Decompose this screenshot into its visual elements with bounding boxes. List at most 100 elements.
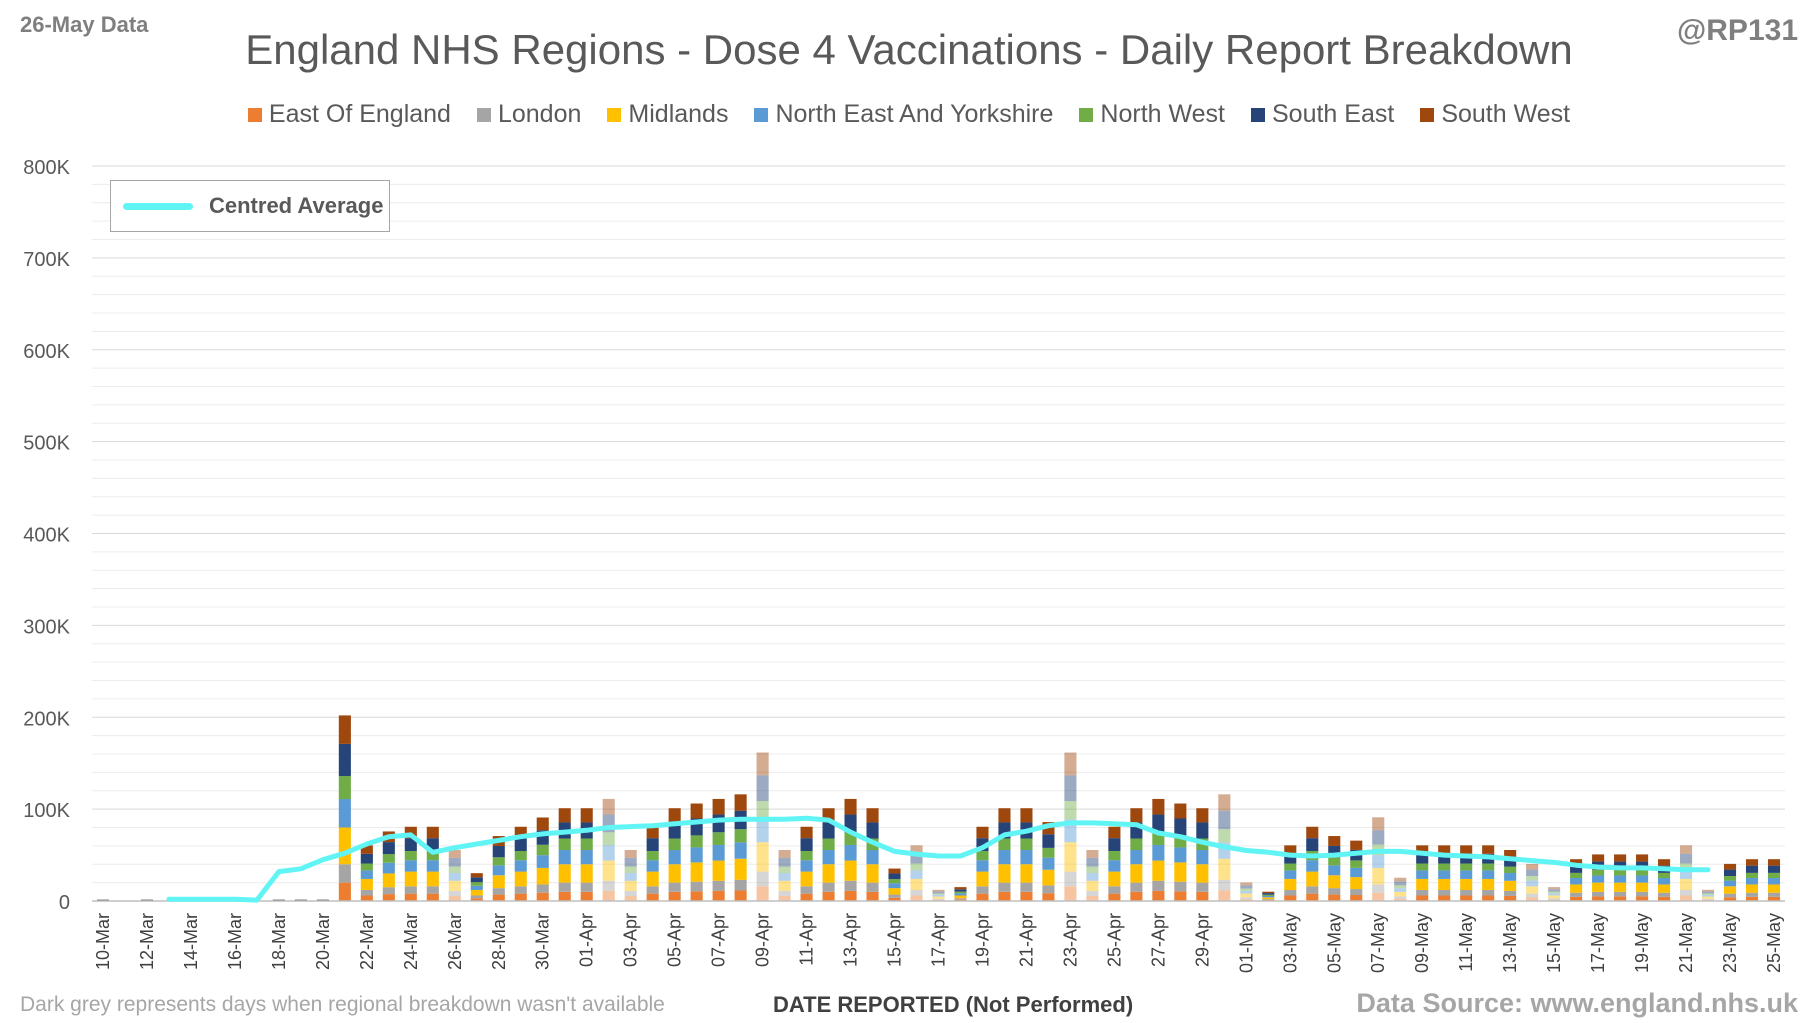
bar-segment bbox=[756, 775, 769, 802]
centred-average-line bbox=[166, 815, 1711, 903]
bar-segment bbox=[404, 860, 417, 872]
bar-segment bbox=[1701, 898, 1715, 900]
bar-segment bbox=[1218, 794, 1231, 811]
bar-segment bbox=[1306, 826, 1319, 839]
bar-segment bbox=[1636, 854, 1649, 862]
legend-item: South East bbox=[1251, 100, 1394, 129]
bar-segment bbox=[624, 895, 637, 901]
bar-segment bbox=[712, 890, 725, 901]
bar-segment bbox=[448, 866, 461, 873]
bar-segment bbox=[602, 860, 615, 881]
bar-segment bbox=[998, 882, 1011, 892]
bar-segment bbox=[910, 889, 923, 896]
bar-segment bbox=[1328, 888, 1341, 895]
x-tick-label: 19-May bbox=[1632, 913, 1652, 973]
x-tick-label: 03-May bbox=[1280, 913, 1300, 973]
bar-segment bbox=[1262, 894, 1275, 896]
bar-segment bbox=[602, 798, 615, 815]
bar-segment bbox=[1658, 872, 1671, 879]
bar-segment bbox=[536, 855, 549, 868]
bar-segment bbox=[888, 879, 901, 884]
bar-segment bbox=[1064, 842, 1077, 872]
x-tick-label: 22-Mar bbox=[357, 913, 377, 970]
bar-segment bbox=[1240, 888, 1253, 891]
bar-segment bbox=[448, 880, 461, 891]
bar-segment bbox=[646, 893, 659, 901]
bar-segment bbox=[778, 880, 791, 891]
bar-segment bbox=[1767, 892, 1781, 897]
bar-segment bbox=[382, 854, 395, 863]
bar-segment bbox=[1460, 863, 1473, 871]
bar-segment bbox=[1174, 881, 1187, 892]
x-tick-label: 11-May bbox=[1456, 913, 1476, 972]
bar-segment bbox=[1350, 889, 1363, 896]
bar-segment bbox=[1020, 891, 1033, 901]
bar-segment bbox=[1086, 890, 1099, 896]
bar-segment bbox=[382, 894, 395, 901]
bar-segment bbox=[1416, 889, 1429, 896]
bar-segment bbox=[1174, 862, 1187, 882]
bar-segment bbox=[360, 845, 373, 854]
bar-segment bbox=[426, 893, 439, 901]
bar-segment bbox=[1372, 867, 1385, 885]
bar-segment bbox=[1086, 872, 1099, 881]
bar-segment bbox=[1328, 865, 1341, 876]
bar-segment bbox=[668, 838, 681, 851]
bar-segment bbox=[1174, 891, 1187, 901]
bar-segment bbox=[1745, 896, 1759, 901]
bar-segment bbox=[492, 845, 505, 858]
bar-segment bbox=[690, 847, 703, 863]
bar-segment bbox=[1504, 880, 1517, 891]
bar-segment bbox=[1658, 884, 1671, 893]
bar-segment bbox=[1130, 808, 1143, 823]
bar-segment bbox=[712, 844, 725, 861]
bar-segment bbox=[1108, 826, 1121, 839]
bar-segment bbox=[1416, 853, 1429, 864]
bar-segment bbox=[580, 882, 593, 892]
bar-segment bbox=[932, 898, 945, 900]
bar-segment bbox=[1416, 878, 1429, 890]
bar-segment bbox=[1504, 890, 1517, 896]
x-tick-label: 18-Mar bbox=[269, 913, 289, 970]
bar-segment bbox=[1372, 884, 1385, 893]
bar-segment bbox=[1701, 894, 1715, 897]
bar-segment bbox=[822, 850, 835, 865]
bar-segment bbox=[338, 864, 351, 883]
bar-segment bbox=[338, 715, 351, 744]
bar-segment bbox=[470, 877, 483, 883]
bar-segment bbox=[1372, 817, 1385, 831]
bar-segment bbox=[976, 886, 989, 894]
bar-segment bbox=[888, 883, 901, 889]
bar-segment bbox=[1438, 878, 1451, 890]
bar-segment bbox=[580, 864, 593, 883]
bar-segment bbox=[910, 878, 923, 890]
x-tick-label: 14-Mar bbox=[181, 913, 201, 970]
x-tick-label: 15-Apr bbox=[885, 913, 905, 967]
bar-segment bbox=[1328, 894, 1341, 901]
bar-segment bbox=[1042, 834, 1055, 848]
bar-segment bbox=[448, 890, 461, 896]
bar-segment bbox=[602, 832, 615, 845]
bar-segment bbox=[800, 886, 813, 894]
bar-segment bbox=[910, 895, 923, 901]
bar-segment bbox=[492, 894, 505, 901]
legend-swatch bbox=[1251, 107, 1265, 122]
bar-segment bbox=[1350, 895, 1363, 901]
legend-swatch bbox=[754, 107, 769, 122]
bar-segment bbox=[1152, 814, 1165, 833]
bar-segment bbox=[1284, 870, 1297, 879]
bar-segment bbox=[1064, 752, 1077, 776]
average-legend-line-icon bbox=[123, 202, 193, 210]
bar-segment bbox=[1284, 889, 1297, 896]
x-tick-label: 19-Apr bbox=[972, 913, 992, 967]
bar-segment bbox=[1548, 893, 1561, 896]
bar-segment bbox=[910, 863, 923, 871]
bar-segment bbox=[1526, 876, 1539, 881]
bar-segment bbox=[536, 892, 549, 901]
bar-segment bbox=[558, 864, 571, 883]
bar-segment bbox=[338, 776, 351, 800]
bar-segment bbox=[734, 858, 747, 880]
bar-segment bbox=[756, 752, 769, 776]
y-tick-label: 500K bbox=[23, 433, 70, 455]
bar-segment bbox=[1548, 889, 1561, 892]
